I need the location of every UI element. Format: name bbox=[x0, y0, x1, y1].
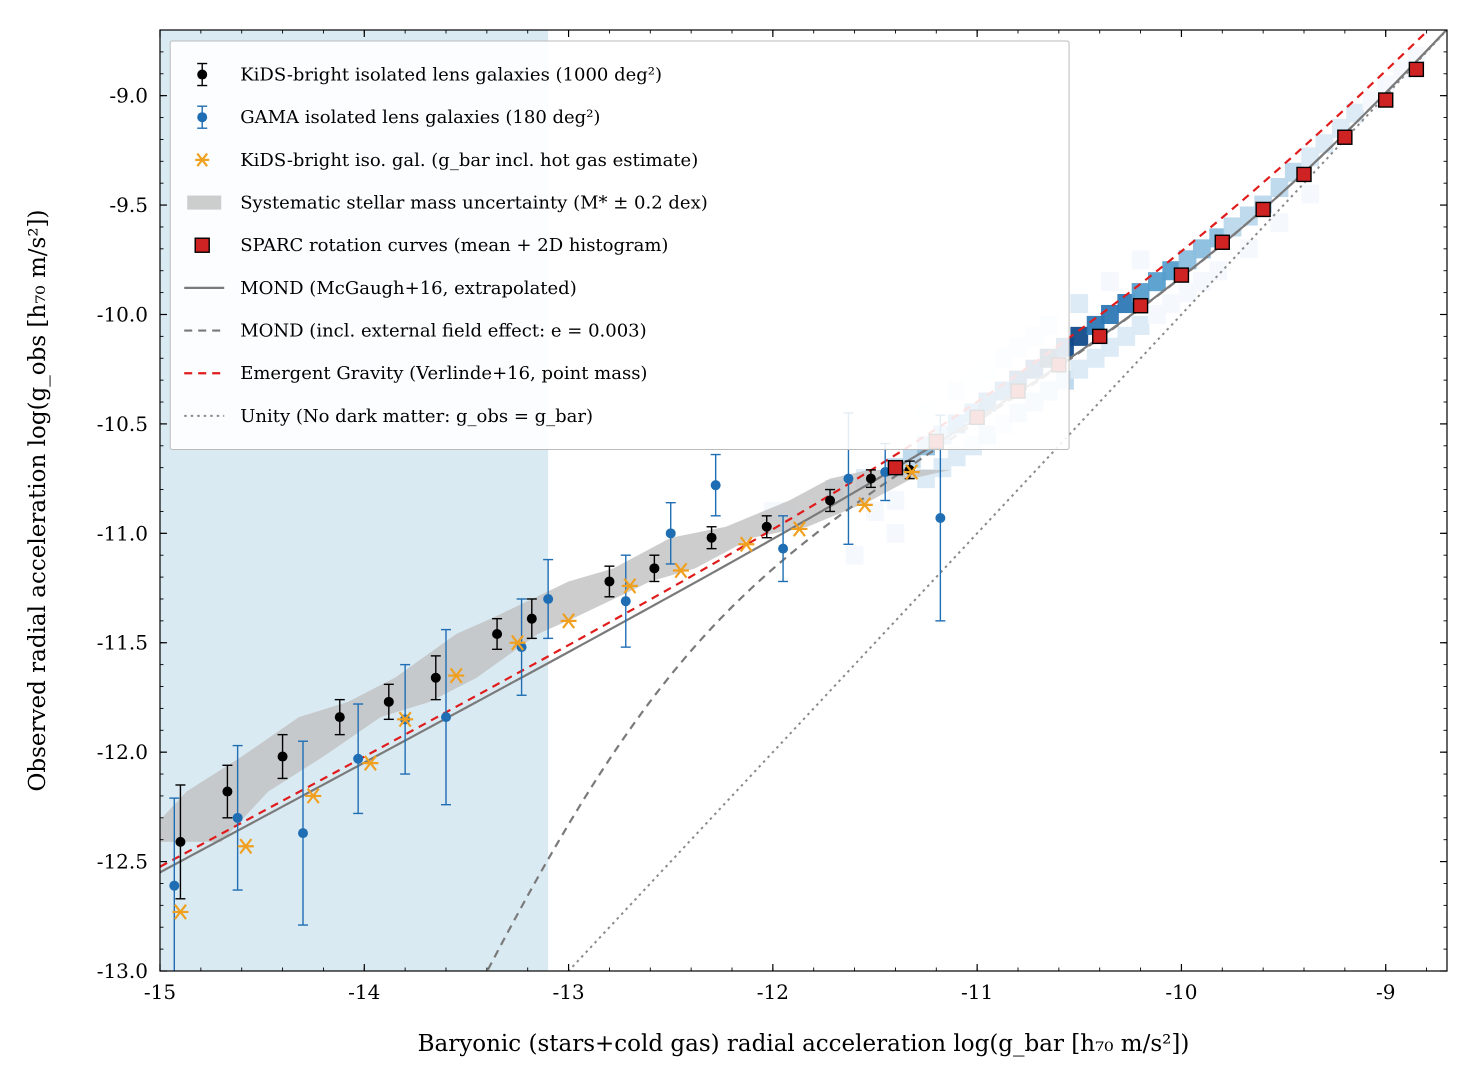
hist2d-cell bbox=[948, 447, 966, 466]
hist2d-cell bbox=[1132, 316, 1150, 335]
legend-label: KiDS-bright isolated lens galaxies (1000… bbox=[240, 65, 662, 86]
y-tick-label: -11.5 bbox=[97, 631, 148, 655]
hist2d-cell bbox=[846, 546, 864, 565]
y-tick-label: -9.0 bbox=[109, 84, 148, 108]
legend-label: KiDS-bright iso. gal. (g_bar incl. hot g… bbox=[240, 150, 698, 171]
hist2d-cell bbox=[1162, 294, 1180, 313]
legend: KiDS-bright isolated lens galaxies (1000… bbox=[170, 41, 1069, 450]
x-tick-label: -15 bbox=[144, 980, 176, 1004]
hist2d-cell bbox=[1224, 217, 1242, 236]
x-axis-label: Baryonic (stars+cold gas) radial acceler… bbox=[418, 1031, 1190, 1057]
hist2d-cell bbox=[1301, 185, 1319, 204]
hist2d-cell bbox=[1132, 250, 1150, 269]
y-tick-label: -13.0 bbox=[97, 959, 148, 983]
chart-container: -15 -14 -13 -12 -11 -10 -9 -13.0 -12.5 -12.0 -11.5… bbox=[0, 0, 1477, 1086]
y-tick-label: -12.0 bbox=[97, 740, 148, 764]
hist2d-cell bbox=[1193, 272, 1211, 291]
hist2d-cell bbox=[1070, 294, 1088, 313]
hist2d-cell bbox=[1101, 272, 1119, 291]
x-tick-label: -14 bbox=[348, 980, 380, 1004]
rar-chart: -15 -14 -13 -12 -11 -10 -9 -13.0 -12.5 -12.0 -11.5… bbox=[0, 0, 1477, 1086]
x-tick-label: -12 bbox=[757, 980, 789, 1004]
x-tick-label: -9 bbox=[1376, 980, 1395, 1004]
y-tick-label: -10.0 bbox=[97, 302, 148, 326]
y-axis-label: Observed radial acceleration log(g_obs [… bbox=[25, 210, 51, 792]
y-tick-label: -10.5 bbox=[97, 412, 148, 436]
x-tick-label: -13 bbox=[552, 980, 584, 1004]
hist2d-cell bbox=[1101, 305, 1119, 324]
x-tick-label: -10 bbox=[1165, 980, 1197, 1004]
hist2d-cell bbox=[1316, 134, 1334, 153]
legend-label: SPARC rotation curves (mean + 2D histogr… bbox=[240, 235, 668, 256]
legend-label: MOND (incl. external field effect: e = 0… bbox=[240, 321, 646, 342]
legend-label: MOND (McGaugh+16, extrapolated) bbox=[240, 278, 577, 299]
hist2d-cell bbox=[1209, 261, 1227, 280]
y-tick-label: -11.0 bbox=[97, 521, 148, 545]
hist2d-cell bbox=[887, 524, 905, 543]
x-tick-label: -11 bbox=[961, 980, 993, 1004]
legend-label: Unity (No dark matter: g_obs = g_bar) bbox=[240, 406, 593, 427]
hist2d-cell bbox=[1070, 360, 1088, 379]
legend-label: Systematic stellar mass uncertainty (M* … bbox=[240, 193, 708, 214]
y-tick-label: -12.5 bbox=[97, 850, 148, 874]
legend-label: GAMA isolated lens galaxies (180 deg²) bbox=[240, 107, 600, 128]
legend-label: Emergent Gravity (Verlinde+16, point mas… bbox=[240, 363, 647, 384]
y-tick-label: -9.5 bbox=[109, 193, 148, 217]
